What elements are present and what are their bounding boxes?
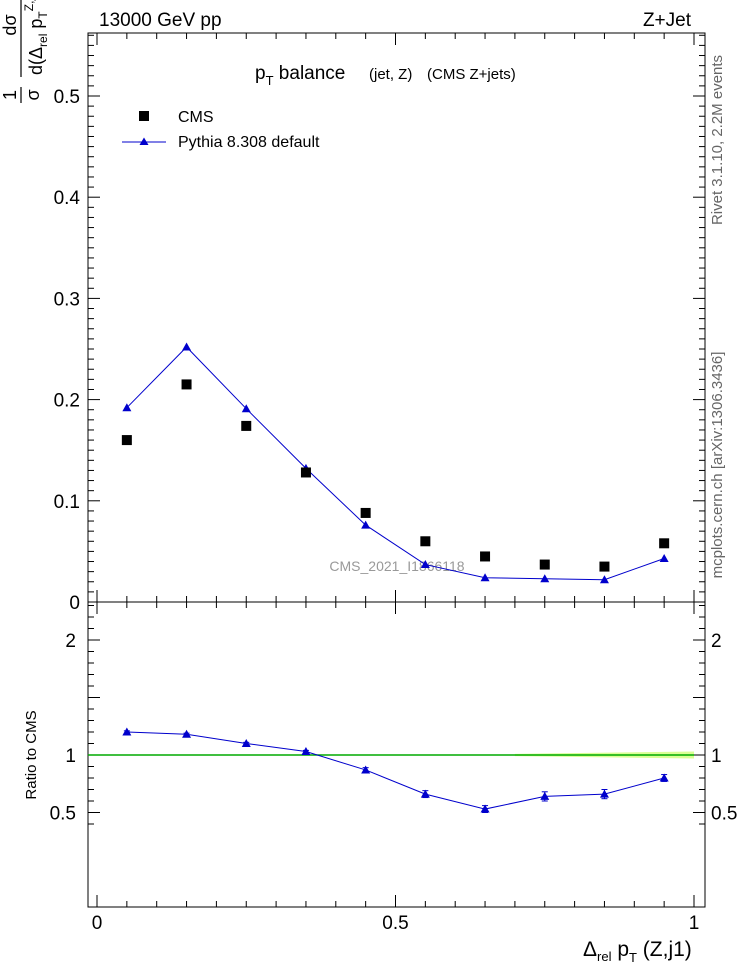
cms-main-point (539, 559, 550, 570)
header-process-label: Z+Jet (643, 10, 692, 31)
header-energy-label: 13000 GeV pp (99, 10, 222, 31)
pythia-main-point (540, 574, 550, 583)
pythia-ratio-point (420, 789, 430, 798)
title-p-subscript: T (266, 73, 274, 88)
pythia-ratio-markers (122, 727, 669, 813)
main-y-axis-label: 1 σ dσ d(Δrel pTZ,j1) (0, 0, 50, 103)
cms-main-point (181, 379, 192, 390)
main-plot-title: pT balance (255, 63, 345, 88)
ratio-y-tick-label-right: 2 (711, 631, 722, 652)
legend-label-cms: CMS (178, 109, 214, 126)
pythia-main-point (480, 573, 490, 582)
ratio-axis-ticks (88, 602, 705, 907)
x-tick-label: 0.5 (382, 913, 408, 934)
pythia-ratio-point (540, 791, 550, 800)
ylabel-denominator: d(Δrel pTZ,j1) (22, 0, 50, 75)
rivet-version-label: Rivet 3.1.10, 2.2M events (709, 55, 726, 225)
cms-main-point (480, 551, 491, 562)
cms-main-point (360, 507, 371, 518)
pythia-main-point (599, 575, 609, 584)
xlabel-p: p (611, 938, 629, 961)
cms-main-point (121, 435, 132, 446)
xlabel-rel: rel (597, 949, 612, 964)
pythia-main-point (361, 520, 371, 529)
pythia-main-line (126, 346, 665, 581)
pythia-ratio-point (182, 729, 192, 738)
title-balance: balance (274, 63, 346, 84)
xlabel-delta: Δ (583, 938, 597, 961)
pythia-main-point (659, 553, 669, 562)
pythia-main-point (122, 403, 132, 412)
ylabel-rel: rel (36, 34, 50, 47)
ratio-y-tick-label-right: 0.5 (711, 804, 737, 825)
main-plot-area (121, 342, 670, 584)
ylabel-sigma: σ (23, 89, 43, 100)
pythia-ratio-point (361, 765, 371, 774)
ratio-y-tick-label: 2 (65, 631, 76, 652)
cms-main-point (241, 420, 252, 431)
ratio-y-tick-labels-left: 0.5 1 2 (50, 631, 76, 825)
pythia-ratio-point (241, 739, 251, 747)
ylabel-one: 1 (0, 90, 20, 100)
cms-main-point (420, 536, 431, 547)
pythia-ratio-point (599, 789, 609, 798)
cms-main-markers (121, 379, 670, 572)
ratio-y-axis-label: Ratio to CMS (23, 710, 40, 799)
main-y-tick-label: 0.3 (54, 289, 80, 310)
ratio-y-tick-label: 0.5 (50, 804, 76, 825)
ratio-y-tick-label-right: 1 (711, 746, 722, 767)
pythia-main-markers (122, 342, 669, 584)
main-y-tick-label: 0.2 (54, 391, 80, 412)
ratio-plot-area (88, 727, 694, 813)
ratio-y-tick-labels-right: 0.5 1 2 (711, 631, 737, 825)
analysis-watermark: CMS_2021_I1866118 (329, 558, 464, 574)
pythia-ratio-point (122, 727, 132, 736)
pythia-ratio-errorbars (123, 730, 668, 813)
title-p: p (255, 63, 266, 84)
pythia-ratio-point (659, 773, 669, 782)
pythia-ratio-point (480, 804, 490, 813)
x-tick-label: 0 (92, 913, 103, 934)
ylabel-dsigma: dσ (0, 14, 20, 35)
ylabel-zj1: Z,j1 (22, 0, 36, 11)
x-axis-label: Δrel pT (Z,j1) (583, 938, 692, 965)
ylabel-T: T (36, 11, 50, 19)
mcplots-label: mcplots.cern.ch [arXiv:1306.3436] (709, 352, 726, 579)
main-y-tick-labels: 0 0.1 0.2 0.3 0.4 0.5 (54, 87, 81, 614)
main-axis-ticks (88, 33, 705, 603)
ylabel-d-delta: d(Δ (26, 47, 46, 75)
main-y-tick-label: 0 (69, 593, 80, 614)
pythia-main-point (420, 560, 430, 569)
pythia-ratio-point (301, 747, 311, 756)
ratio-y-tick-label: 1 (65, 746, 76, 767)
cms-main-point (300, 467, 311, 478)
legend-label-pythia: Pythia 8.308 default (178, 134, 320, 151)
main-y-tick-label: 0.5 (54, 87, 80, 108)
legend-marker-pythia (139, 137, 149, 145)
cms-main-point (599, 561, 610, 572)
pythia-ratio-line (126, 731, 665, 810)
xlabel-z-j1: (Z,j1) (637, 938, 692, 961)
x-tick-labels: 0 0.5 1 (92, 913, 700, 934)
cms-main-point (659, 538, 670, 549)
main-y-tick-label: 0.1 (54, 492, 80, 513)
title-experiment: (CMS Z+jets) (427, 66, 516, 83)
legend-marker-cms (139, 111, 149, 121)
xlabel-T: T (629, 950, 637, 965)
ylabel-p: p (26, 19, 46, 34)
title-jet-z: (jet, Z) (369, 66, 412, 83)
pythia-main-point (241, 404, 251, 413)
x-tick-label: 1 (689, 913, 700, 934)
pythia-main-point (182, 342, 192, 351)
main-y-tick-label: 0.4 (54, 188, 81, 209)
